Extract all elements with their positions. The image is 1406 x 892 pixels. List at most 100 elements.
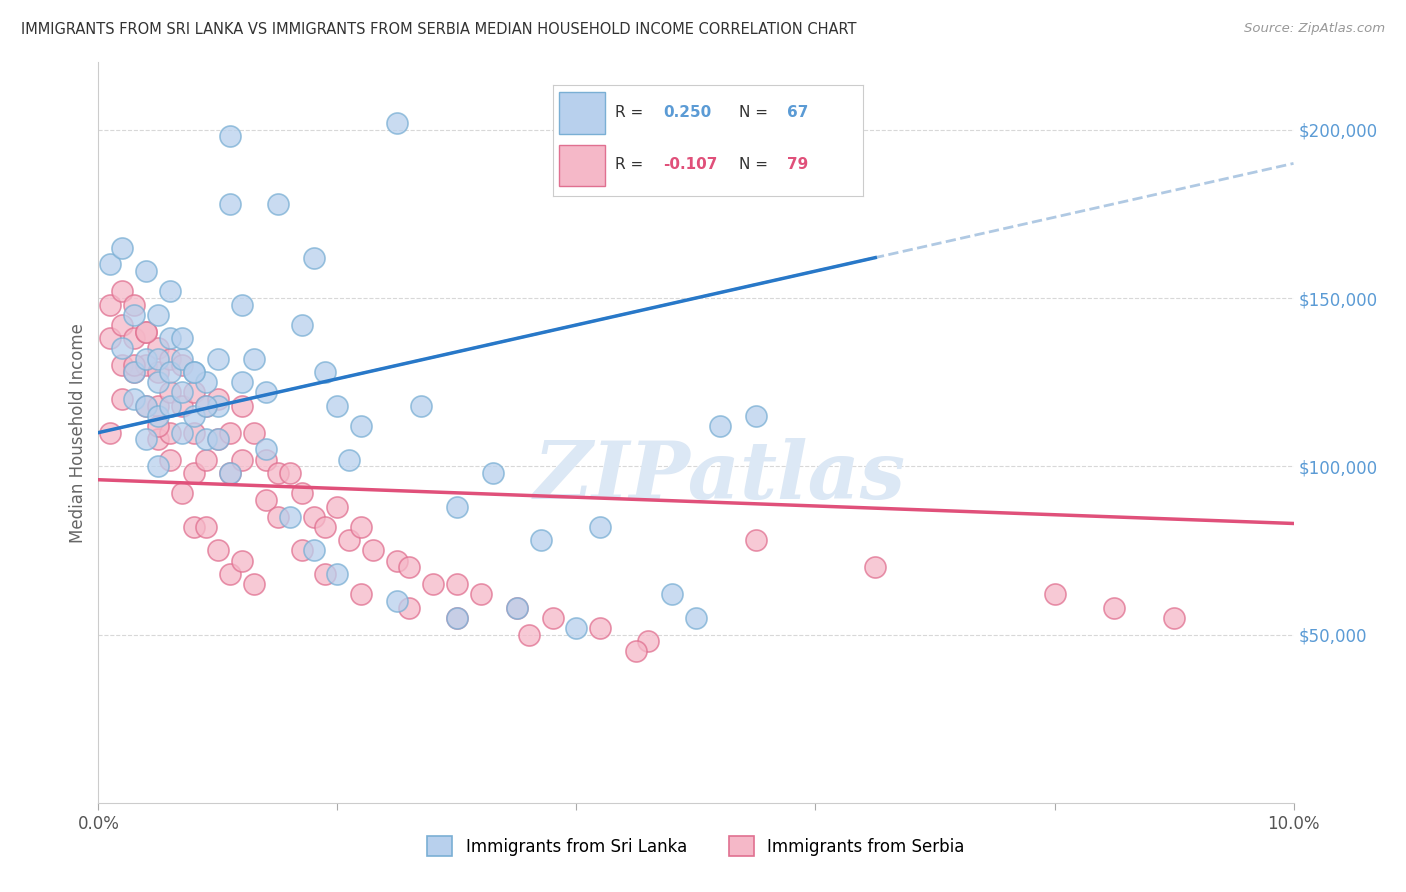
Point [745,409,768,423]
Point [243,577,266,591]
Point [148,433,170,447]
Point [135,359,157,373]
Point [1043,587,1066,601]
Point [302,509,325,524]
Point [254,385,277,400]
Point [446,500,468,514]
Point [219,129,242,144]
Point [195,375,218,389]
Point [231,399,253,413]
Point [267,509,290,524]
Point [148,351,170,366]
Point [195,520,218,534]
Point [385,553,409,567]
Point [124,392,146,406]
Point [135,399,157,413]
Point [195,433,218,447]
Text: ZIPatlas: ZIPatlas [534,438,905,516]
Point [315,365,337,379]
Point [98,257,122,271]
Point [1104,600,1126,615]
Point [398,600,420,615]
Point [111,240,134,255]
Point [470,587,492,601]
Point [135,351,157,366]
Point [148,375,170,389]
Point [626,644,648,658]
Point [745,533,768,548]
Point [231,298,253,312]
Point [207,433,229,447]
Point [148,342,170,356]
Point [302,251,325,265]
Point [148,409,170,423]
Point [148,308,170,322]
Point [207,433,229,447]
Point [411,399,433,413]
Point [183,365,205,379]
Point [219,466,242,480]
Point [111,359,134,373]
Point [315,520,337,534]
Point [315,566,337,581]
Point [219,196,242,211]
Point [135,264,157,278]
Point [159,425,181,440]
Point [398,560,420,574]
Point [291,318,314,332]
Point [243,425,266,440]
Point [207,543,229,558]
Point [195,452,218,467]
Point [172,385,194,400]
Point [231,375,253,389]
Point [709,418,731,433]
Point [183,520,205,534]
Point [98,331,122,345]
Point [339,452,361,467]
Point [111,342,134,356]
Point [589,520,612,534]
Point [135,325,157,339]
Point [172,351,194,366]
Point [148,365,170,379]
Point [111,318,134,332]
Point [385,594,409,608]
Point [278,509,301,524]
Point [254,492,277,507]
Point [172,486,194,500]
Point [195,399,218,413]
Point [326,566,349,581]
Text: IMMIGRANTS FROM SRI LANKA VS IMMIGRANTS FROM SERBIA MEDIAN HOUSEHOLD INCOME CORR: IMMIGRANTS FROM SRI LANKA VS IMMIGRANTS … [21,22,856,37]
Point [183,466,205,480]
Point [326,500,349,514]
Point [219,425,242,440]
Point [350,418,373,433]
Point [148,399,170,413]
Point [148,459,170,474]
Legend: Immigrants from Sri Lanka, Immigrants from Serbia: Immigrants from Sri Lanka, Immigrants fr… [419,828,973,865]
Point [159,351,181,366]
Point [159,285,181,299]
Point [278,466,301,480]
Point [148,418,170,433]
Point [183,409,205,423]
Point [385,116,409,130]
Point [350,587,373,601]
Point [172,425,194,440]
Point [231,553,253,567]
Point [135,399,157,413]
Point [219,466,242,480]
Point [159,452,181,467]
Point [291,486,314,500]
Point [661,587,683,601]
Point [124,4,146,19]
Point [172,399,194,413]
Point [517,627,540,641]
Point [865,560,887,574]
Point [339,533,361,548]
Point [98,298,122,312]
Point [506,600,529,615]
Point [291,543,314,558]
Point [302,543,325,558]
Point [124,308,146,322]
